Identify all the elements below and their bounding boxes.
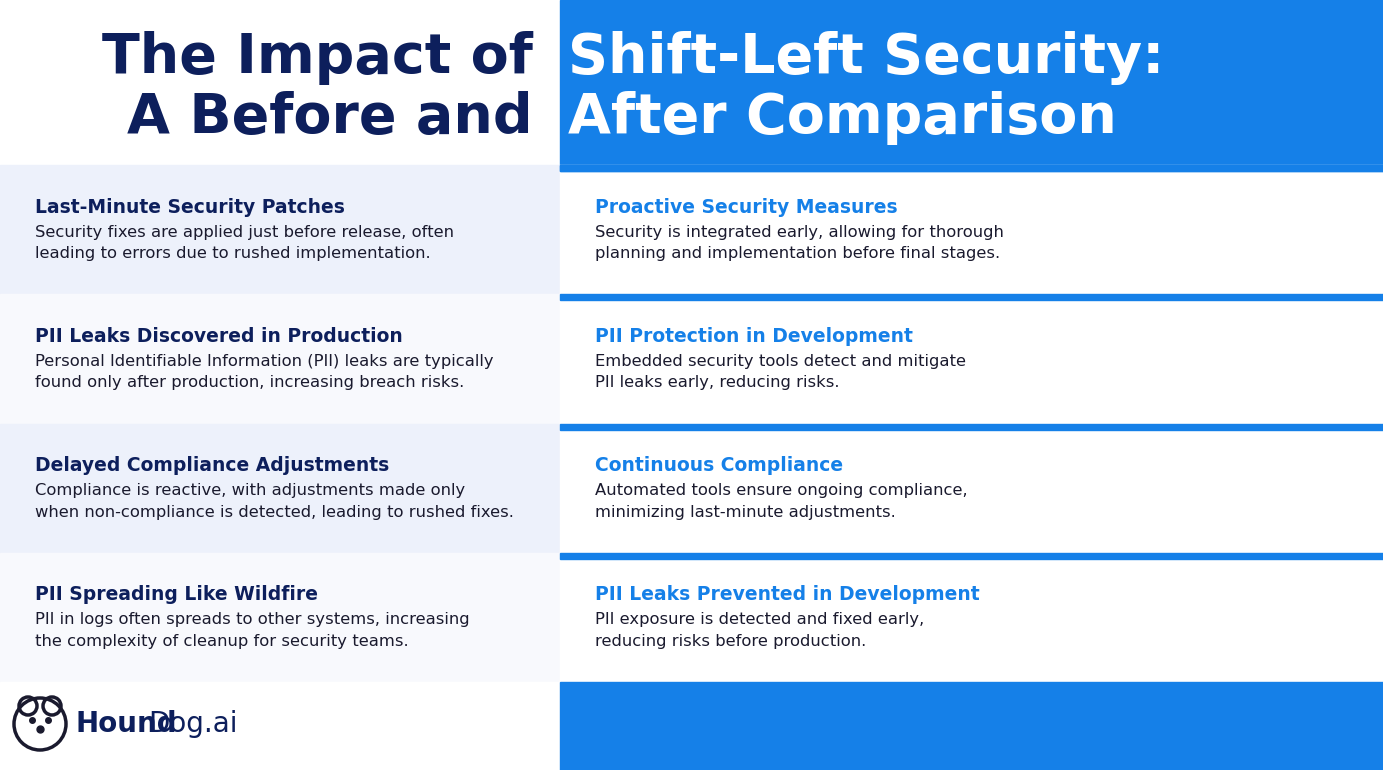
Bar: [560, 424, 1383, 553]
Text: Compliance is reactive, with adjustments made only
when non-compliance is detect: Compliance is reactive, with adjustments…: [35, 483, 514, 520]
Text: Continuous Compliance: Continuous Compliance: [595, 456, 844, 475]
Bar: [0, 424, 560, 553]
Text: Last-Minute Security Patches: Last-Minute Security Patches: [35, 198, 344, 216]
Text: PII exposure is detected and fixed early,
reducing risks before production.: PII exposure is detected and fixed early…: [595, 612, 924, 649]
Text: Embedded security tools detect and mitigate
PII leaks early, reducing risks.: Embedded security tools detect and mitig…: [595, 354, 965, 390]
Text: PII in logs often spreads to other systems, increasing
the complexity of cleanup: PII in logs often spreads to other syste…: [35, 612, 470, 649]
Text: Security is integrated early, allowing for thorough
planning and implementation : Security is integrated early, allowing f…: [595, 225, 1004, 261]
Bar: [560, 294, 1383, 424]
Text: PII Leaks Prevented in Development: PII Leaks Prevented in Development: [595, 585, 979, 604]
Text: A Before and: A Before and: [127, 91, 552, 145]
Bar: [560, 682, 1383, 770]
Text: The Impact of: The Impact of: [102, 31, 552, 85]
Bar: [560, 165, 1383, 171]
Text: Security fixes are applied just before release, often
leading to errors due to r: Security fixes are applied just before r…: [35, 225, 454, 261]
Text: Hound: Hound: [76, 710, 177, 738]
Text: PII Spreading Like Wildfire: PII Spreading Like Wildfire: [35, 585, 318, 604]
Text: Dog.ai: Dog.ai: [148, 710, 238, 738]
Text: Delayed Compliance Adjustments: Delayed Compliance Adjustments: [35, 456, 389, 475]
Bar: [560, 553, 1383, 559]
Bar: [0, 553, 560, 682]
Text: After Comparison: After Comparison: [568, 91, 1117, 145]
Bar: [0, 682, 560, 770]
Bar: [0, 165, 560, 294]
Bar: [560, 294, 1383, 300]
Text: Personal Identifiable Information (PII) leaks are typically
found only after pro: Personal Identifiable Information (PII) …: [35, 354, 494, 390]
Text: PII Leaks Discovered in Production: PII Leaks Discovered in Production: [35, 327, 402, 346]
Bar: [560, 553, 1383, 682]
Text: Shift-Left Security:: Shift-Left Security:: [568, 31, 1164, 85]
Bar: [560, 0, 1383, 165]
Bar: [560, 165, 1383, 294]
Text: Proactive Security Measures: Proactive Security Measures: [595, 198, 898, 216]
Text: PII Protection in Development: PII Protection in Development: [595, 327, 913, 346]
Bar: [560, 424, 1383, 430]
Bar: [0, 294, 560, 424]
Bar: [560, 165, 1383, 171]
Text: Automated tools ensure ongoing compliance,
minimizing last-minute adjustments.: Automated tools ensure ongoing complianc…: [595, 483, 968, 520]
